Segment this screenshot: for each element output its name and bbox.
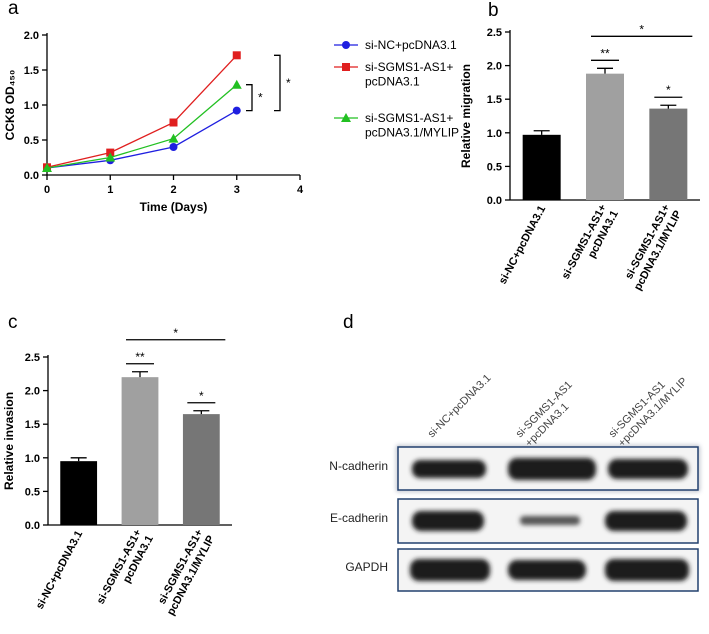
- line: [46, 110, 238, 169]
- marker: [232, 106, 241, 115]
- error-bar: [193, 410, 210, 415]
- lane-label: si-NC+pcDNA3.1: [426, 372, 494, 440]
- bar: [121, 377, 159, 525]
- line: [46, 84, 238, 169]
- legend-label: si-NC+pcDNA3.1: [365, 38, 457, 52]
- significance-label: **: [600, 46, 610, 60]
- x-tick-label: si-SGMS1-AS1+pcDNA3.1: [560, 202, 621, 287]
- marker: [341, 113, 351, 122]
- marker: [232, 51, 241, 60]
- y-tick-label: 1.0: [24, 100, 39, 112]
- panel-label: d: [343, 312, 354, 333]
- y-tick-label: 0.0: [24, 170, 39, 182]
- error-bar: [70, 457, 87, 462]
- significance-label: *: [639, 22, 644, 36]
- marker: [342, 41, 350, 49]
- marker: [42, 163, 52, 172]
- error-bar: [132, 371, 148, 378]
- error-bar: [660, 104, 677, 109]
- significance-label: *: [258, 91, 263, 105]
- legend-label: si-SGMS1-AS1+ pcDNA3.1/MYLIP: [365, 111, 459, 139]
- x-tick-label: si-NC+pcDNA3.1: [497, 204, 548, 287]
- panel-label: c: [8, 312, 18, 333]
- row-label: E-cadherin: [330, 511, 388, 525]
- x-tick-label: 3: [234, 184, 240, 196]
- y-tick-label: 2.5: [487, 27, 502, 39]
- x-tick-label: 2: [170, 184, 176, 196]
- x-tick-label: 1: [107, 184, 113, 196]
- y-tick-label: 1.5: [25, 419, 40, 431]
- x-tick-label: si-NC+pcDNA3.1: [34, 529, 85, 612]
- row-label: N-cadherin: [329, 459, 388, 473]
- bar: [182, 414, 220, 525]
- error-bar: [533, 130, 550, 135]
- bar: [522, 134, 561, 200]
- y-tick-label: 1.0: [487, 128, 502, 140]
- marker: [168, 133, 179, 143]
- y-tick-label: 1.0: [25, 453, 40, 465]
- significance-bracket: [246, 84, 253, 112]
- bar: [586, 73, 624, 200]
- lane-label: si-SGMS1-AS1+pcDNA3.1: [514, 379, 585, 450]
- significance-label: *: [666, 83, 671, 97]
- x-tick-label: 0: [44, 184, 50, 196]
- y-tick-label: 0.5: [487, 161, 502, 173]
- marker: [169, 118, 178, 127]
- line: [46, 54, 238, 168]
- legend-label: si-SGMS1-AS1+ pcDNA3.1: [365, 60, 453, 88]
- panel-label: b: [488, 0, 499, 21]
- y-tick-label: 2.0: [25, 386, 40, 398]
- panel-label: a: [8, 0, 19, 19]
- y-tick-label: 0.0: [25, 520, 40, 532]
- y-tick-label: 2.0: [24, 30, 39, 42]
- row-label: GAPDH: [345, 560, 388, 574]
- y-tick-label: 2.5: [25, 352, 40, 364]
- y-tick-label: 0.5: [25, 486, 40, 498]
- marker: [231, 79, 242, 89]
- y-axis-label: Relative invasion: [2, 392, 16, 490]
- y-tick-label: 2.0: [487, 61, 502, 73]
- significance-bracket: [274, 54, 281, 112]
- y-tick-label: 0.5: [24, 135, 39, 147]
- bar: [649, 108, 688, 200]
- x-axis-label: Time (Days): [140, 200, 208, 214]
- significance-label: *: [199, 389, 204, 403]
- y-tick-label: 1.5: [487, 94, 502, 106]
- lane-label: si-SGMS1-AS1+pcDNA3.1/MYLIP: [607, 366, 690, 449]
- y-tick-label: 1.5: [24, 65, 39, 77]
- significance-label: *: [286, 76, 291, 90]
- x-tick-label: si-SGMS1-AS1+pcDNA3.1: [95, 527, 156, 612]
- error-bar: [597, 67, 613, 74]
- significance-label: **: [135, 350, 145, 364]
- x-tick-label: si-SGMS1-AS1+pcDNA3.1/MYLIP: [620, 202, 684, 292]
- x-tick-label: si-SGMS1-AS1+pcDNA3.1/MYLIP: [153, 527, 217, 617]
- x-tick-label: 4: [297, 184, 304, 196]
- y-axis-label: Relative migration: [459, 64, 473, 168]
- y-tick-label: 0.0: [487, 195, 502, 207]
- marker: [105, 152, 116, 162]
- y-axis-label: CCK8 OD₄₅₀: [3, 70, 17, 141]
- marker: [169, 143, 178, 151]
- significance-label: *: [173, 326, 178, 340]
- bar: [60, 461, 98, 525]
- blot-bands: [410, 458, 689, 581]
- marker: [342, 63, 350, 71]
